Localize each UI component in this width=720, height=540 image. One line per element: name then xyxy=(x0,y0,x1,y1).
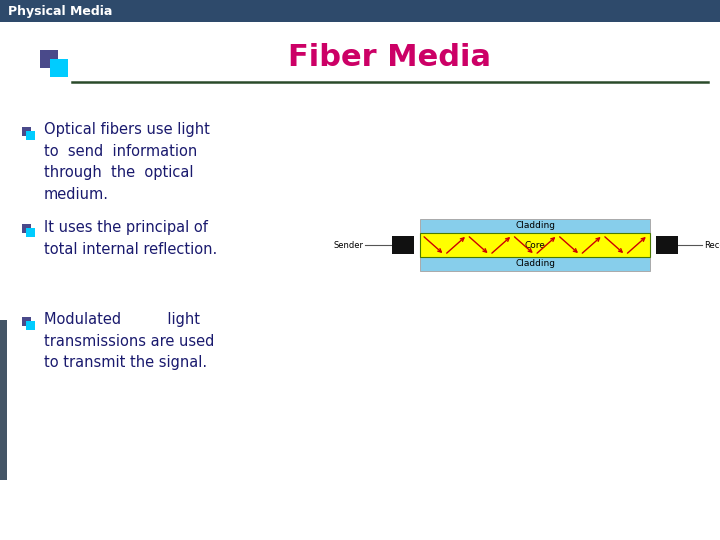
Text: Fiber Media: Fiber Media xyxy=(289,44,492,72)
Bar xyxy=(26,228,35,237)
Text: It uses the principal of
total internal reflection.: It uses the principal of total internal … xyxy=(44,220,217,256)
Text: Modulated          light
transmissions are used
to transmit the signal.: Modulated light transmissions are used t… xyxy=(44,312,215,370)
Bar xyxy=(420,219,650,271)
Bar xyxy=(40,50,58,68)
Bar xyxy=(0,320,7,480)
Text: Optical fibers use light
to  send  information
through  the  optical
medium.: Optical fibers use light to send informa… xyxy=(44,122,210,202)
Bar xyxy=(22,127,31,136)
Text: Core: Core xyxy=(525,240,546,249)
Text: Physical Media: Physical Media xyxy=(8,4,112,17)
Bar xyxy=(656,236,678,254)
Bar xyxy=(392,236,414,254)
Text: Cladding: Cladding xyxy=(515,221,555,231)
Text: Receiver: Receiver xyxy=(704,240,720,249)
Text: Cladding: Cladding xyxy=(515,260,555,268)
Bar xyxy=(420,233,650,257)
Bar xyxy=(26,131,35,140)
Text: Sender: Sender xyxy=(333,240,363,249)
Bar xyxy=(22,224,31,233)
Bar xyxy=(22,317,31,326)
Bar xyxy=(26,321,35,330)
Bar xyxy=(50,59,68,77)
Bar xyxy=(0,0,720,22)
